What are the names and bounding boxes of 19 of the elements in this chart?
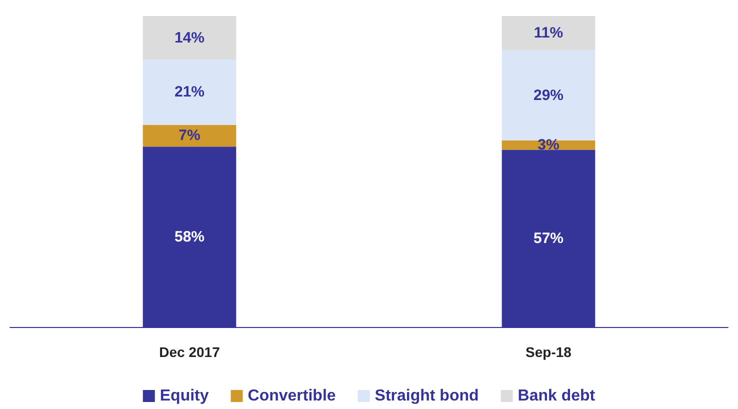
x-tick-label: Sep-18 [526,344,572,360]
data-label: 57% [533,230,564,247]
data-label: 14% [174,29,205,46]
bar [502,50,596,140]
legend-label: Convertible [248,388,336,404]
data-label: 21% [174,84,205,101]
legend-label: Equity [160,388,209,404]
data-label: 3% [538,136,560,154]
data-label: 29% [533,86,564,104]
bar [142,124,236,147]
bar [142,16,236,60]
bar [142,60,236,125]
bar [502,16,596,50]
x-tick-label: Dec 2017 [159,344,220,360]
data-label: 11% [534,24,564,42]
data-label: 58% [174,228,205,246]
legend-label: Bank debt [518,388,596,404]
legend-label: Straight bond [374,388,479,404]
data-label: 7% [178,127,200,144]
